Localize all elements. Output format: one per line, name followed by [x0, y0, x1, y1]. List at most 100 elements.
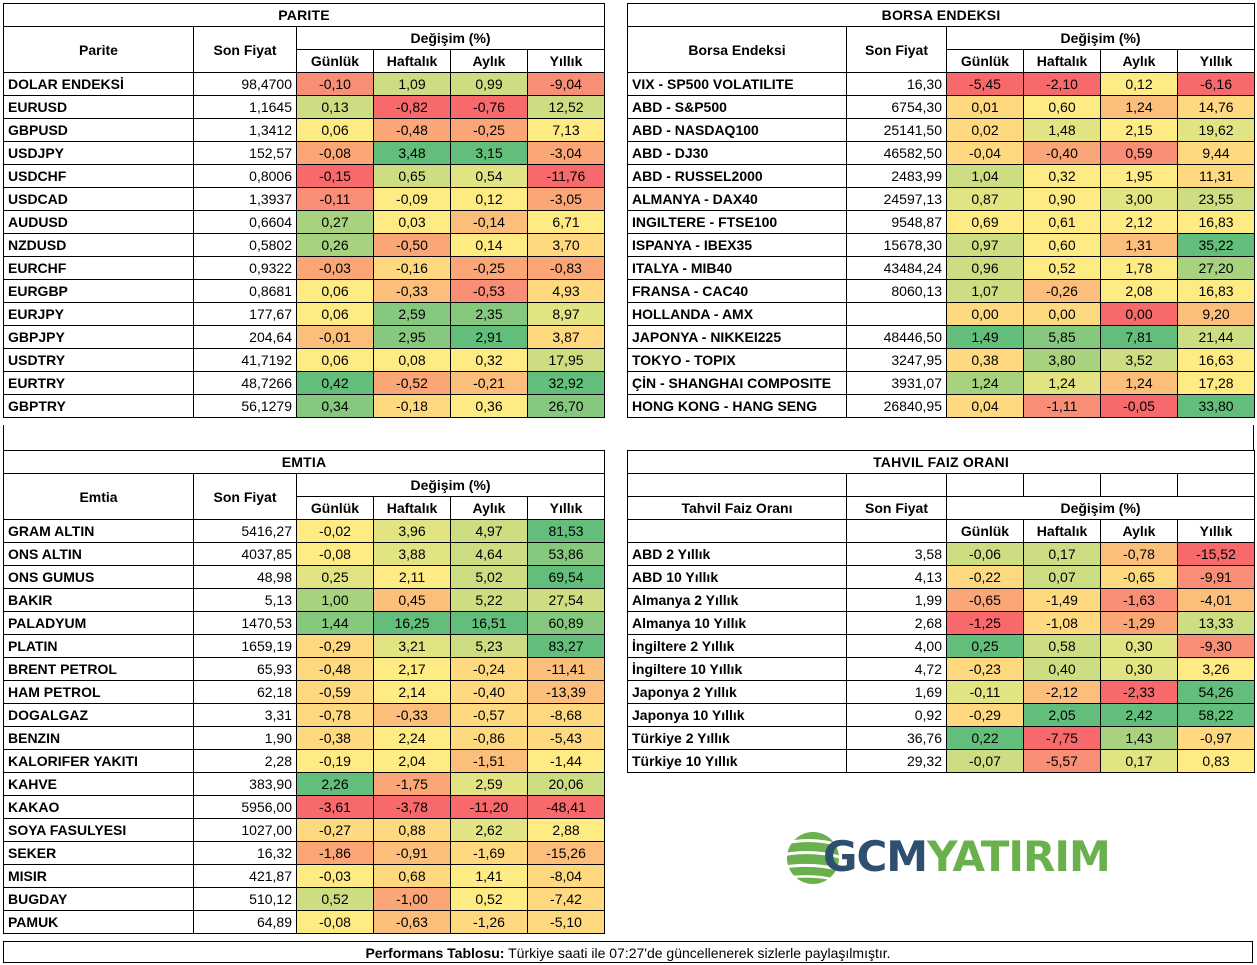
- yearly-change: 53,86: [526, 542, 606, 566]
- left-border-gap: [3, 425, 4, 450]
- empty-cell: [846, 519, 947, 543]
- borsa-table: BORSA ENDEKSI Borsa Endeksi Son Fiyat De…: [626, 3, 1256, 418]
- instrument-name: ABD 2 Yıllık: [627, 542, 847, 566]
- weekly-change: -0,18: [373, 394, 451, 418]
- monthly-change: 1,31: [1100, 233, 1178, 257]
- weekly-change: 0,32: [1023, 164, 1101, 188]
- monthly-change: 0,14: [450, 233, 528, 257]
- yearly-change: 6,71: [526, 210, 606, 234]
- emtia-name-header: Emtia: [3, 473, 194, 520]
- last-price: 16,30: [846, 72, 947, 96]
- instrument-name: BUGDAY: [3, 887, 194, 911]
- gunluk-header: Günlük: [296, 496, 374, 520]
- daily-change: -0,08: [296, 910, 374, 934]
- monthly-change: 0,12: [450, 187, 528, 211]
- table-row: DOLAR ENDEKSİ 98,4700 -0,10 1,09 0,99 -9,04: [3, 72, 606, 96]
- monthly-change: 1,24: [1100, 371, 1178, 395]
- table-row: EURUSD 1,1645 0,13 -0,82 -0,76 12,52: [3, 95, 606, 119]
- daily-change: -0,03: [296, 256, 374, 280]
- son-fiyat-header: Son Fiyat: [193, 473, 297, 520]
- borsa-rows: VIX - SP500 VOLATILITE 16,30 -5,45 -2,10 0,1…: [627, 72, 1256, 418]
- daily-change: -0,06: [946, 542, 1024, 566]
- monthly-change: 4,64: [450, 542, 528, 566]
- instrument-name: HONG KONG - HANG SENG: [627, 394, 847, 418]
- daily-change: 0,97: [946, 233, 1024, 257]
- logo-text: GCMYATIRIM: [823, 832, 1111, 881]
- last-price: 98,4700: [193, 72, 297, 96]
- yearly-change: 32,92: [526, 371, 606, 395]
- table-row: ABD - NASDAQ100 25141,50 0,02 1,48 2,15 19,62: [627, 118, 1256, 142]
- last-price: 9548,87: [846, 210, 947, 234]
- monthly-change: 0,32: [450, 348, 528, 372]
- table-row: EURTRY 48,7266 0,42 -0,52 -0,21 32,92: [3, 371, 606, 395]
- last-price: 3,58: [846, 542, 947, 566]
- monthly-change: 3,15: [450, 141, 528, 165]
- last-price: 46582,50: [846, 141, 947, 165]
- weekly-change: -0,09: [373, 187, 451, 211]
- daily-change: -5,45: [946, 72, 1024, 96]
- table-row: BAKIR 5,13 1,00 0,45 5,22 27,54: [3, 588, 606, 612]
- table-row: SOYA FASULYESI 1027,00 -0,27 0,88 2,62 2,88: [3, 818, 606, 842]
- instrument-name: ONS ALTIN: [3, 542, 194, 566]
- table-row: AUDUSD 0,6604 0,27 0,03 -0,14 6,71: [3, 210, 606, 234]
- daily-change: -0,07: [946, 749, 1024, 773]
- weekly-change: 0,58: [1023, 634, 1101, 658]
- last-price: 8060,13: [846, 279, 947, 303]
- weekly-change: 1,24: [1023, 371, 1101, 395]
- aylik-header: Aylık: [1100, 519, 1178, 543]
- monthly-change: 3,52: [1100, 348, 1178, 372]
- yearly-change: -1,44: [526, 749, 606, 773]
- instrument-name: KAKAO: [3, 795, 194, 819]
- instrument-name: ABD - DJ30: [627, 141, 847, 165]
- table-row: ONS ALTIN 4037,85 -0,08 3,88 4,64 53,86: [3, 542, 606, 566]
- weekly-change: -0,40: [1023, 141, 1101, 165]
- table-row: TOKYO - TOPIX 3247,95 0,38 3,80 3,52 16,63: [627, 348, 1256, 372]
- last-price: 1,3412: [193, 118, 297, 142]
- instrument-name: EURJPY: [3, 302, 194, 326]
- weekly-change: -0,48: [373, 118, 451, 142]
- gunluk-header: Günlük: [296, 49, 374, 73]
- daily-change: -0,15: [296, 164, 374, 188]
- instrument-name: ABD - RUSSEL2000: [627, 164, 847, 188]
- yearly-change: -13,39: [526, 680, 606, 704]
- last-price: 6754,30: [846, 95, 947, 119]
- monthly-change: 0,54: [450, 164, 528, 188]
- daily-change: 0,52: [296, 887, 374, 911]
- emtia-table: EMTIA Emtia Son Fiyat Değişim (%) Günlük…: [2, 450, 606, 934]
- instrument-name: GRAM ALTIN: [3, 519, 194, 543]
- yearly-change: 3,70: [526, 233, 606, 257]
- table-row: İngiltere 2 Yıllık 4,00 0,25 0,58 0,30 -9,30: [627, 634, 1256, 658]
- instrument-name: JAPONYA - NIKKEI225: [627, 325, 847, 349]
- last-price: [846, 302, 947, 326]
- table-row: PLATIN 1659,19 -0,29 3,21 5,23 83,27: [3, 634, 606, 658]
- aylik-header: Aylık: [450, 49, 528, 73]
- monthly-change: 1,95: [1100, 164, 1178, 188]
- instrument-name: SEKER: [3, 841, 194, 865]
- instrument-name: PLATIN: [3, 634, 194, 658]
- table-row: GBPJPY 204,64 -0,01 2,95 2,91 3,87: [3, 325, 606, 349]
- table-row: ABD - RUSSEL2000 2483,99 1,04 0,32 1,95 11,31: [627, 164, 1256, 188]
- daily-change: -0,04: [946, 141, 1024, 165]
- table-row: HOLLANDA - AMX 0,00 0,00 0,00 9,20: [627, 302, 1256, 326]
- last-price: 3247,95: [846, 348, 947, 372]
- instrument-name: ONS GUMUS: [3, 565, 194, 589]
- tahvil-table: TAHVIL FAIZ ORANI Tahvil Faiz Oranı Son …: [626, 450, 1256, 773]
- instrument-name: Almanya 10 Yıllık: [627, 611, 847, 635]
- yearly-change: 13,33: [1176, 611, 1256, 635]
- tahvil-name-header: Tahvil Faiz Oranı: [627, 496, 847, 520]
- footer-label: Performans Tablosu:: [365, 945, 505, 961]
- daily-change: -0,22: [946, 565, 1024, 589]
- daily-change: 0,87: [946, 187, 1024, 211]
- daily-change: -1,25: [946, 611, 1024, 635]
- weekly-change: -1,75: [373, 772, 451, 796]
- yearly-change: 11,31: [1176, 164, 1256, 188]
- monthly-change: 7,81: [1100, 325, 1178, 349]
- weekly-change: 0,68: [373, 864, 451, 888]
- weekly-change: -0,63: [373, 910, 451, 934]
- last-price: 4037,85: [193, 542, 297, 566]
- parite-panel: PARITE Parite Son Fiyat Değişim (%) Günl…: [2, 3, 606, 418]
- table-row: SEKER 16,32 -1,86 -0,91 -1,69 -15,26: [3, 841, 606, 865]
- table-row: USDCAD 1,3937 -0,11 -0,09 0,12 -3,05: [3, 187, 606, 211]
- last-price: 41,7192: [193, 348, 297, 372]
- instrument-name: Japonya 10 Yıllık: [627, 703, 847, 727]
